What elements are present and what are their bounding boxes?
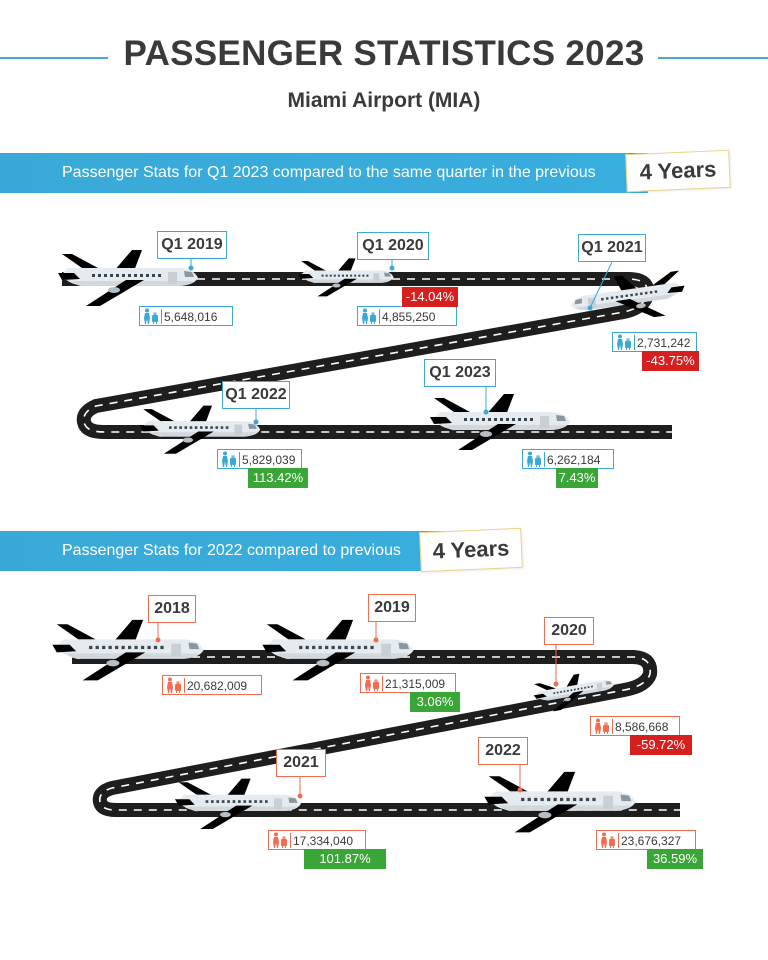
- plane-2019: [262, 619, 414, 681]
- passenger-count: 23,676,327: [596, 830, 696, 850]
- passenger-luggage-icon: [362, 308, 376, 324]
- plane-2018: [52, 619, 204, 681]
- passenger-count: 21,315,009: [360, 673, 456, 693]
- passenger-count-value: 2,731,242: [637, 336, 691, 350]
- period-label: Q1 2019: [157, 231, 227, 259]
- passenger-luggage-icon: [601, 832, 615, 848]
- title-rule-left: [0, 57, 108, 59]
- passenger-count: 5,648,016: [139, 306, 233, 326]
- passenger-count-value: 23,676,327: [621, 834, 682, 848]
- passenger-count: 2,731,242: [612, 332, 698, 352]
- plane-q1-2023: [430, 394, 570, 450]
- period-label: 2022: [478, 737, 528, 765]
- passenger-count-value: 20,682,009: [187, 679, 248, 693]
- passenger-luggage-icon: [273, 832, 287, 848]
- passenger-count-value: 5,648,016: [164, 310, 218, 324]
- section-banner-annual: Passenger Stats for 2022 compared to pre…: [0, 531, 448, 571]
- passenger-count-value: 21,315,009: [385, 677, 446, 691]
- passenger-luggage-icon: [527, 451, 541, 467]
- period-label: 2019: [368, 594, 416, 622]
- period-label: Q1 2023: [424, 359, 496, 387]
- passenger-count-value: 17,334,040: [293, 834, 354, 848]
- period-label: 2018: [148, 595, 196, 623]
- plane-q1-2022: [139, 405, 261, 454]
- page-subtitle: Miami Airport (MIA): [287, 89, 481, 112]
- change-badge: 101.87%: [304, 849, 386, 869]
- page-title: PASSENGER STATISTICS 2023: [123, 34, 645, 73]
- passenger-luggage-icon: [617, 334, 631, 350]
- passenger-luggage-icon: [365, 675, 379, 691]
- change-badge: 3.06%: [410, 692, 460, 712]
- change-badge: -14.04%: [402, 287, 458, 307]
- passenger-luggage-icon: [222, 451, 236, 467]
- passenger-count-value: 5,829,039: [242, 453, 296, 467]
- section-banner-q1: Passenger Stats for Q1 2023 compared to …: [0, 153, 648, 193]
- passenger-luggage-icon: [167, 677, 181, 693]
- period-label: Q1 2021: [578, 234, 646, 262]
- change-badge: 7.43%: [556, 468, 598, 488]
- period-label: Q1 2022: [222, 381, 290, 409]
- period-label: 2021: [276, 749, 326, 777]
- title-rule-right: [658, 57, 768, 59]
- passenger-luggage-icon: [595, 718, 609, 734]
- passenger-count-value: 4,855,250: [382, 310, 436, 324]
- passenger-count: 4,855,250: [357, 306, 457, 326]
- passenger-count: 17,334,040: [268, 830, 366, 850]
- passenger-luggage-icon: [144, 308, 158, 324]
- passenger-count: 20,682,009: [162, 675, 262, 695]
- plane-q1-2020: [298, 258, 394, 297]
- period-label: Q1 2020: [357, 232, 429, 260]
- plane-2022: [484, 771, 636, 833]
- runway-annual: [72, 650, 680, 817]
- passenger-count: 6,262,184: [522, 449, 614, 469]
- change-badge: -59.72%: [630, 735, 692, 755]
- change-badge: 36.59%: [647, 849, 703, 869]
- change-badge: 113.42%: [248, 468, 308, 488]
- period-label: 2020: [544, 617, 594, 645]
- passenger-count: 8,586,668: [590, 716, 680, 736]
- passenger-count-value: 8,586,668: [615, 720, 669, 734]
- passenger-count: 5,829,039: [217, 449, 303, 469]
- plane-2021: [175, 778, 301, 829]
- change-badge: -43.75%: [642, 351, 699, 371]
- passenger-count-value: 6,262,184: [547, 453, 601, 467]
